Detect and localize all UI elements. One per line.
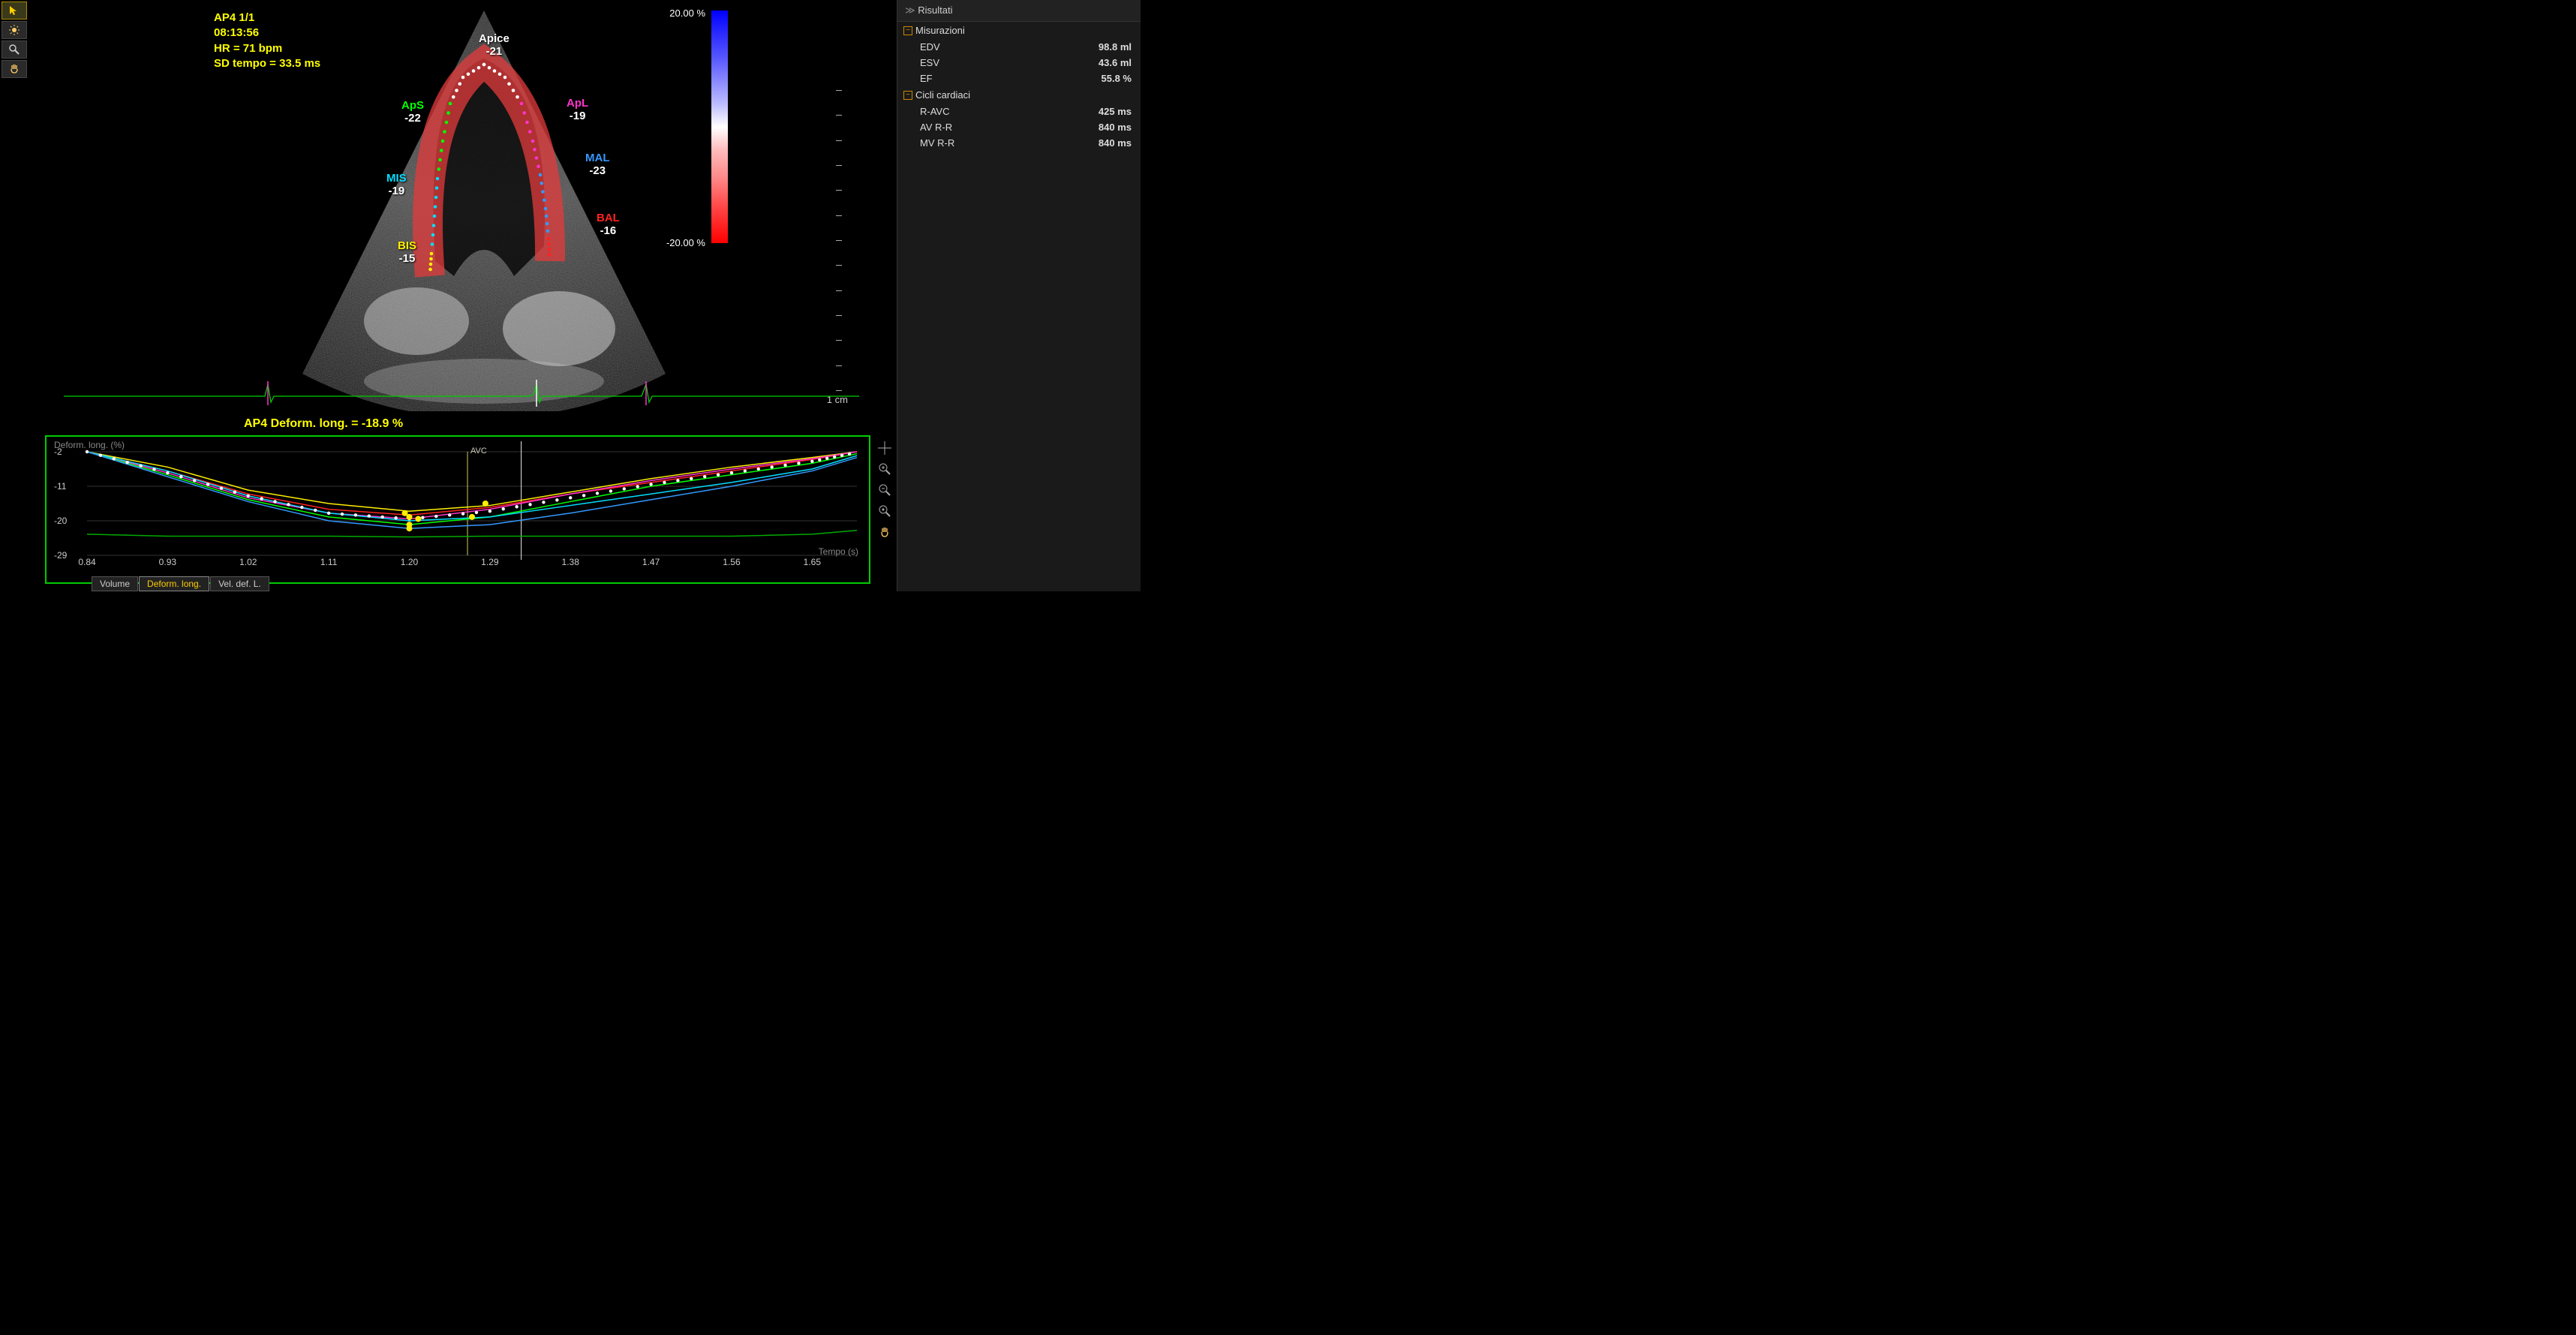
colorbar-bottom-label: -20.00 % [666, 237, 705, 248]
segment-label-mal: MAL-23 [585, 152, 610, 177]
depth-ruler [836, 90, 842, 390]
strain-panel: AVC Deform. long. (%) Tempo (s) 0.84 0.93… [45, 435, 870, 584]
svg-text:AVC: AVC [470, 447, 487, 456]
section-cicli-cardiaci[interactable]: −Cicli cardiaci [897, 86, 1141, 104]
results-panel: Risultati −MisurazioniEDV98.8 mlESV43.6 … [897, 0, 1141, 591]
segment-label-bis: BIS-15 [398, 240, 416, 265]
measure-ef: EF55.8 % [897, 71, 1141, 86]
tab-volume[interactable]: Volume [92, 576, 138, 591]
x-tick: 1.47 [642, 557, 660, 567]
y-tick: -20 [54, 516, 67, 526]
x-tick: 0.93 [159, 557, 176, 567]
pan-icon[interactable] [876, 524, 893, 540]
pan-tool[interactable] [2, 60, 27, 78]
segment-label-mis: MIS-19 [386, 173, 407, 197]
x-tick: 1.11 [320, 557, 337, 567]
measure-r-avc: R-AVC425 ms [897, 104, 1141, 119]
zoom-reset-icon[interactable] [876, 503, 893, 519]
zoom-tool[interactable] [2, 41, 27, 59]
x-tick: 1.20 [401, 557, 418, 567]
x-tick: 1.56 [723, 557, 740, 567]
measure-mv-r-r: MV R-R840 ms [897, 135, 1141, 151]
sector-svg [266, 6, 702, 411]
zoom-out-icon[interactable] [876, 482, 893, 498]
ultrasound-sector[interactable]: Apice-21 ApS-22 ApL-19 MIS-19 MAL-23 BIS-15 BA… [266, 6, 702, 411]
collapse-icon[interactable]: − [903, 91, 912, 100]
pointer-tool[interactable] [2, 2, 27, 20]
x-tick: 1.65 [804, 557, 821, 567]
colorbar-top-label: 20.00 % [669, 8, 705, 19]
deformation-summary: AP4 Deform. long. = -18.9 % [244, 417, 403, 431]
main-view: AP4 1/1 08:13:56 HR = 71 bpm SD tempo = … [34, 0, 893, 450]
tab-vel-def-l-[interactable]: Vel. def. L. [210, 576, 269, 591]
strain-chart[interactable]: AVC [51, 441, 866, 560]
segment-label-aps: ApS-22 [401, 100, 424, 125]
results-header[interactable]: Risultati [897, 0, 1141, 22]
y-tick: -29 [54, 550, 67, 561]
x-tick: 1.38 [562, 557, 579, 567]
ecg-strip [64, 380, 859, 407]
section-misurazioni[interactable]: −Misurazioni [897, 22, 1141, 39]
segment-label-apice: Apice-21 [479, 33, 509, 58]
chart-xlabel: Tempo (s) [819, 546, 858, 557]
x-tick: 1.29 [481, 557, 498, 567]
chart-tools [876, 440, 893, 540]
crosshair-icon[interactable] [876, 440, 893, 456]
collapse-icon[interactable]: − [903, 26, 912, 35]
zoom-in-icon[interactable] [876, 461, 893, 477]
segment-label-bal: BAL-16 [597, 212, 620, 237]
brightness-tool[interactable] [2, 21, 27, 39]
measure-esv: ESV43.6 ml [897, 55, 1141, 71]
chart-ylabel: Deform. long. (%) [54, 440, 125, 450]
x-tick: 1.02 [239, 557, 257, 567]
y-tick: -11 [54, 481, 66, 492]
segment-label-apl: ApL-19 [567, 98, 588, 122]
measure-edv: EDV98.8 ml [897, 39, 1141, 55]
x-tick: 0.84 [78, 557, 95, 567]
left-toolbar [2, 2, 29, 78]
measure-av-r-r: AV R-R840 ms [897, 119, 1141, 135]
tab-deform-long-[interactable]: Deform. long. [139, 576, 209, 591]
chart-tabs: VolumeDeform. long.Vel. def. L. [92, 576, 269, 591]
y-tick: -2 [54, 447, 62, 457]
strain-colorbar [711, 11, 728, 243]
